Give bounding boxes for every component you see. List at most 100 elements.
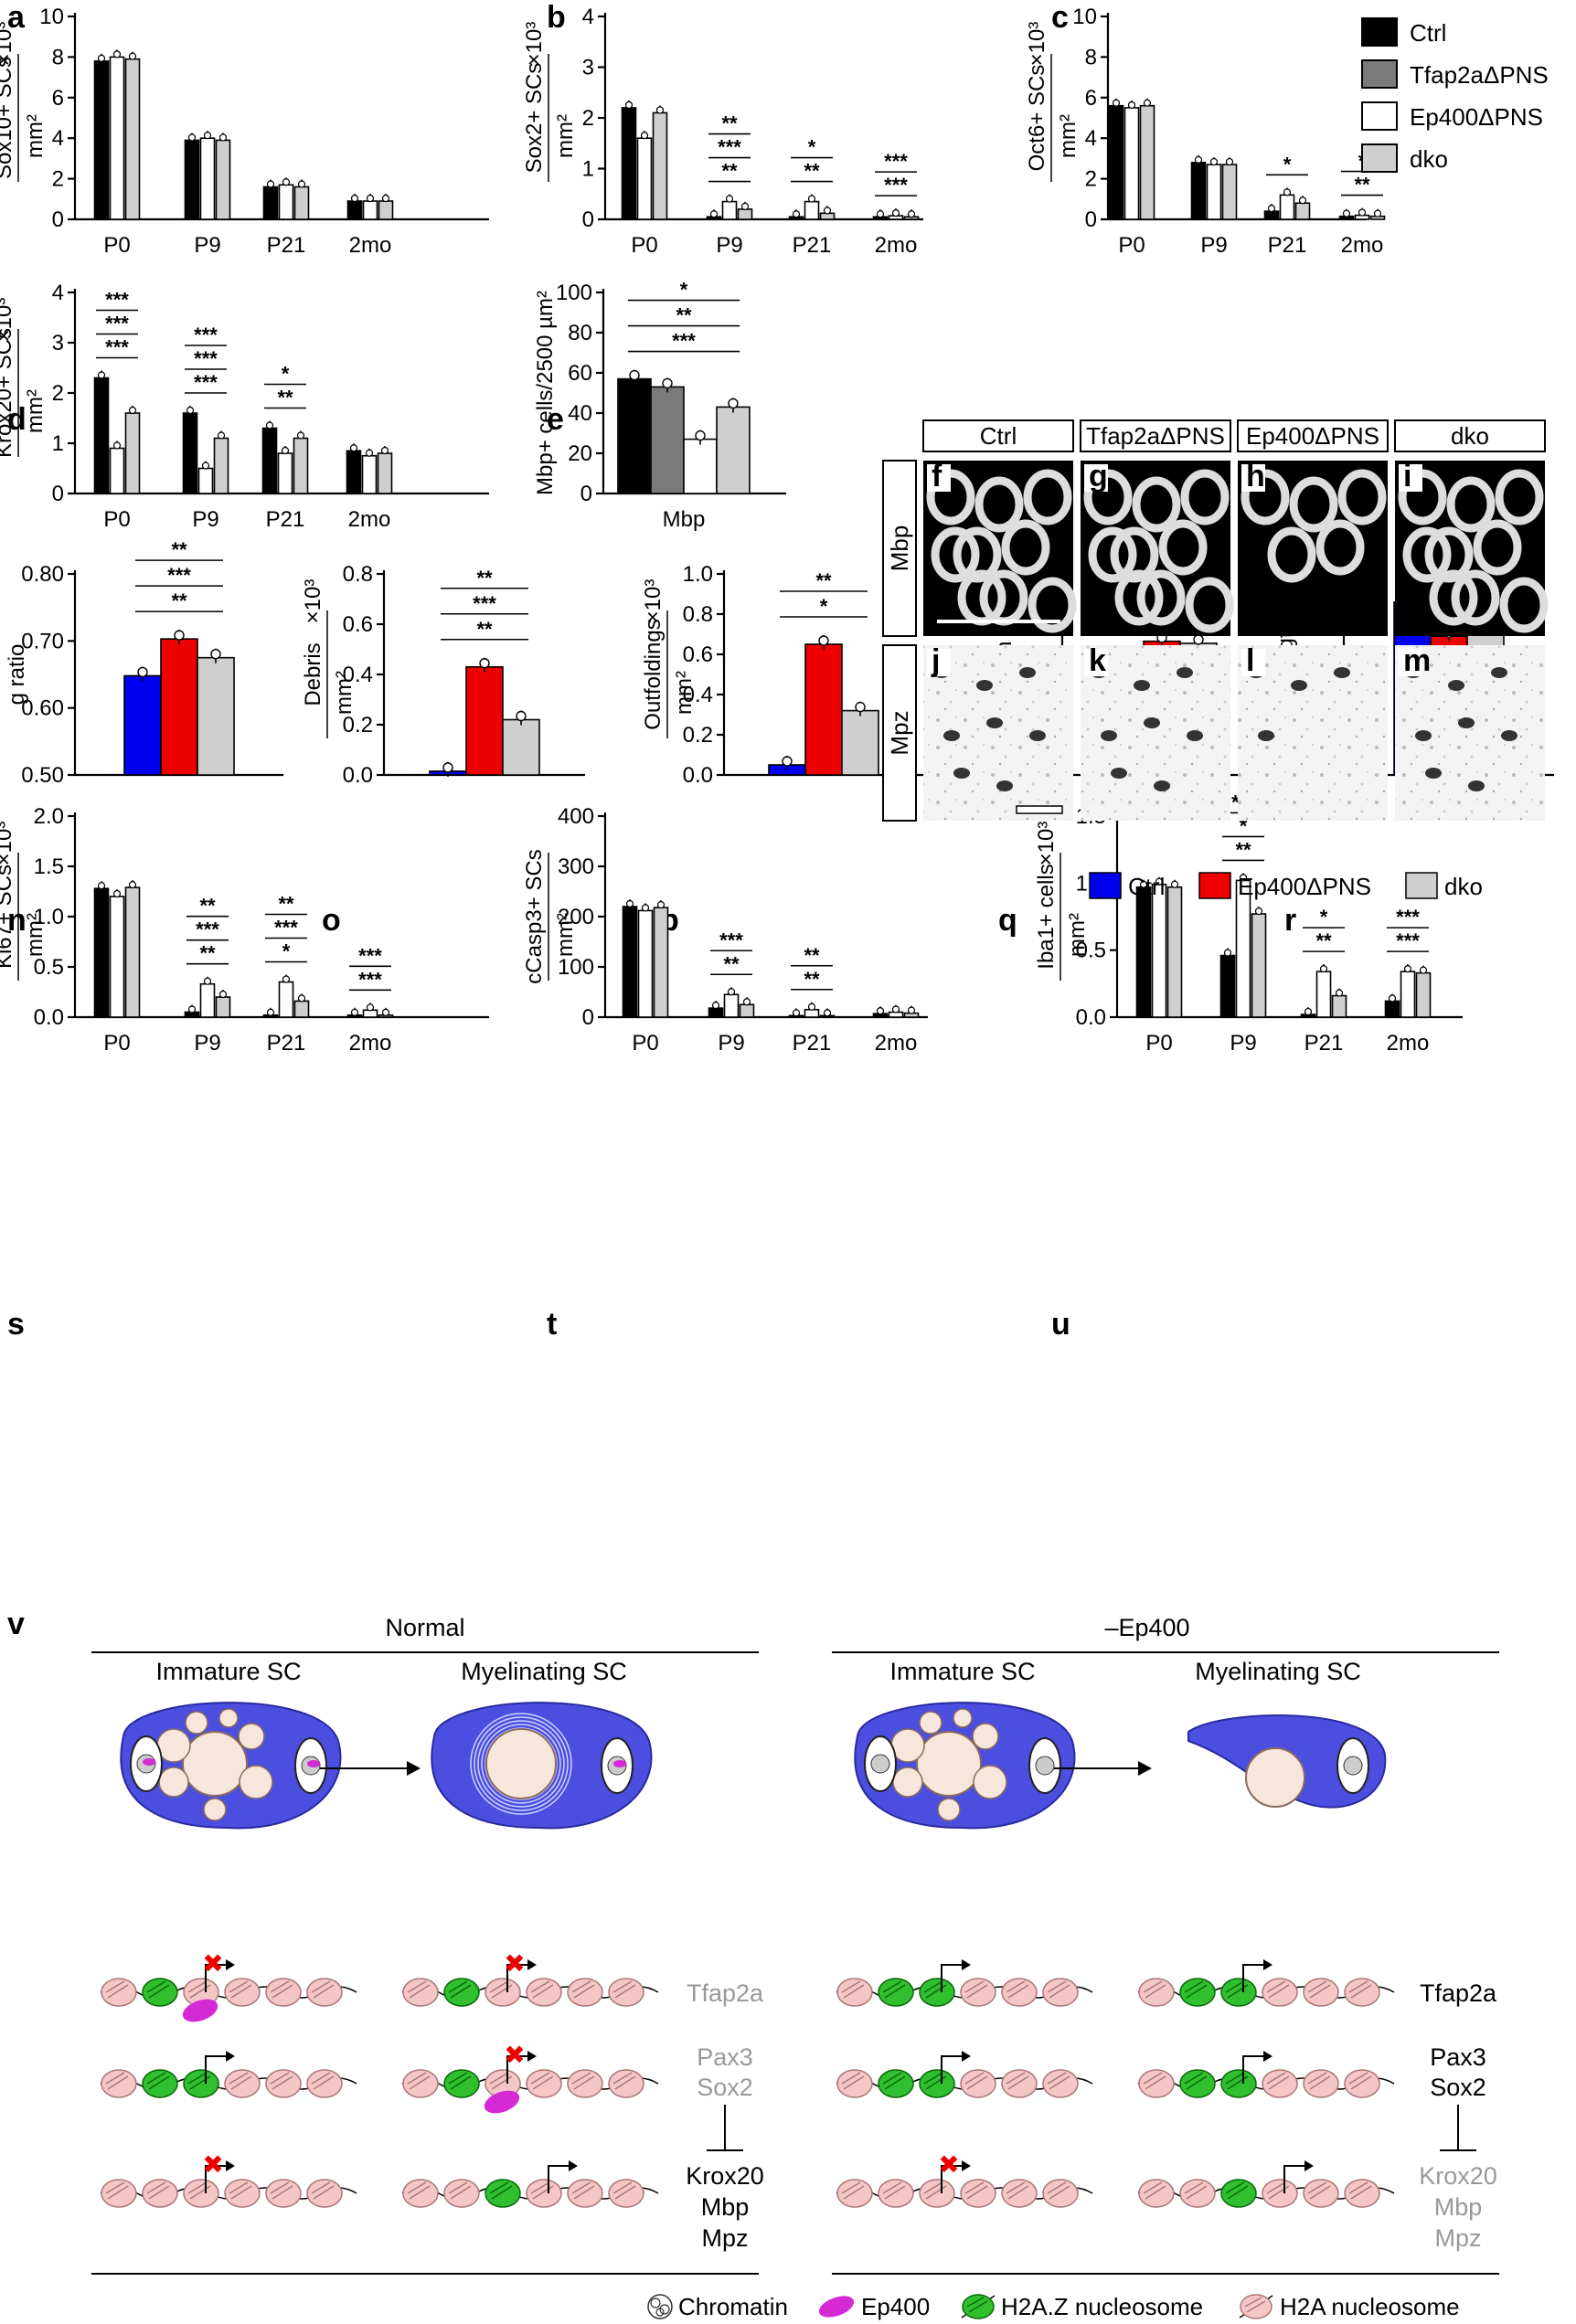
nucleosome-wrap [229, 2181, 252, 2200]
myelin-ring [1136, 569, 1186, 626]
significance-label: ** [277, 387, 293, 409]
x-tick-label: 2mo [349, 1031, 392, 1056]
data-point [823, 207, 832, 215]
data-point [1155, 877, 1164, 886]
h2a-nucleosome [1262, 1978, 1298, 2007]
h2a-nucleosome [526, 1978, 562, 2007]
tss-arrow [205, 1964, 226, 1992]
legend-label-ctrl: Ctrl [1410, 19, 1446, 47]
scheme-normal-myelinating: Myelinating SC [461, 1658, 627, 1685]
mpz-spot [1101, 730, 1117, 741]
tss-arrowhead [527, 1959, 537, 1970]
significance-label: ** [1354, 174, 1370, 196]
nucleosome-wrap [964, 1980, 988, 1999]
h2a-nucleosome [878, 2179, 914, 2208]
y-tick-label: 2 [52, 167, 64, 192]
nucleosome-wrap [1225, 2181, 1249, 2200]
micrograph-letter-bg [927, 464, 951, 492]
micrograph-letter: g [1089, 459, 1108, 493]
nucleosome-wrap [1266, 1980, 1290, 1999]
data-point [1254, 907, 1263, 916]
tss-arrow [941, 2165, 962, 2193]
nucleosome-wrap [489, 2181, 513, 2200]
y-tick-label: 0.0 [34, 1005, 64, 1030]
nucleosome-wrap [964, 2181, 988, 2200]
y-tick-label: 100 [558, 955, 594, 980]
data-point [823, 1009, 832, 1017]
legend-mid-label-ctrl: Ctrl [1128, 873, 1165, 900]
micrograph-letter-bg [1084, 649, 1108, 676]
significance-label: *** [884, 174, 908, 196]
h2a-nucleosome [567, 1978, 603, 2007]
data-point [296, 431, 305, 440]
h2a-nucleosome [1042, 1978, 1079, 2007]
bar [841, 709, 879, 776]
y-axis-label-numerator: Debris [301, 642, 325, 706]
nucleosome-wrap [612, 2181, 636, 2200]
bar [653, 907, 669, 1018]
y-tick-label: 6 [52, 86, 64, 111]
y-tick-label: 0.2 [683, 723, 713, 748]
small-axon [972, 1723, 999, 1750]
significance-label: ** [721, 160, 738, 183]
micrograph-g: g [1081, 459, 1234, 636]
data-point [187, 1005, 197, 1013]
data-point [1319, 965, 1328, 973]
data-point [727, 988, 736, 996]
significance-label: *** [167, 564, 191, 587]
data-point [1298, 196, 1307, 205]
y-tick-label: 0.2 [343, 713, 373, 738]
bar [361, 454, 378, 494]
significance-label: *** [719, 929, 743, 951]
nucleosome-wrap [571, 2181, 595, 2200]
micrograph-letter: h [1246, 459, 1265, 493]
small-axon [973, 1765, 1007, 1799]
h2a-nucleosome [1303, 1978, 1339, 2007]
nucleosome-wrap [1307, 2181, 1331, 2200]
panel-letter-r: r [1284, 903, 1296, 938]
small-axon [892, 1767, 923, 1798]
significance-label: *** [1396, 906, 1420, 929]
legend-mid: Ctrl Ep400ΔPNS dko [1089, 872, 1483, 900]
h2az-nucleosome [1220, 2179, 1257, 2208]
y-axis-label: g ratio [5, 644, 29, 706]
micrograph-f: f [923, 459, 1077, 636]
significance-label: ** [804, 968, 820, 991]
x-tick-label: 2mo [348, 507, 391, 532]
small-axon [937, 1798, 961, 1821]
h2a-nucleosome [526, 2069, 562, 2098]
significance-label: ** [171, 589, 187, 612]
h2a-nucleosome [1042, 2069, 1079, 2098]
h2a-nucleosome [960, 2069, 996, 2098]
tss-arrowhead [226, 2051, 235, 2062]
bar [197, 656, 235, 776]
myelin-ring [1001, 519, 1050, 576]
ep400-bound [484, 2090, 520, 2114]
micrograph-letter: j [931, 643, 940, 678]
h2a-nucleosome [485, 1978, 521, 2007]
bar [123, 674, 162, 776]
bar [636, 137, 653, 220]
y-axis-label-numerator: Iba1+ cells [1034, 864, 1059, 969]
y-tick-label: 8 [52, 45, 64, 69]
y-tick-label: 0.8 [683, 602, 713, 627]
myelin-ring [1267, 526, 1316, 583]
bar [1166, 886, 1183, 1018]
y-tick-label: 0 [582, 207, 594, 232]
h2a-nucleosome [402, 2069, 439, 2098]
y-axis-label-numerator: cCasp3+ SCs [522, 849, 547, 983]
data-point [282, 178, 291, 186]
micrograph-letter: f [932, 459, 942, 493]
significance-label: * [1283, 153, 1292, 175]
ep400-marker [143, 1758, 155, 1766]
x-tick-label: 2mo [1341, 233, 1384, 258]
myelin-ring [1114, 569, 1164, 626]
panel-letter-t: t [547, 1307, 557, 1342]
bar [737, 208, 753, 220]
bar [621, 107, 637, 220]
data-point [1419, 966, 1428, 974]
tss-arrowhead [527, 2051, 537, 2062]
y-tick-label: 0.6 [343, 612, 373, 637]
data-point [782, 756, 793, 767]
